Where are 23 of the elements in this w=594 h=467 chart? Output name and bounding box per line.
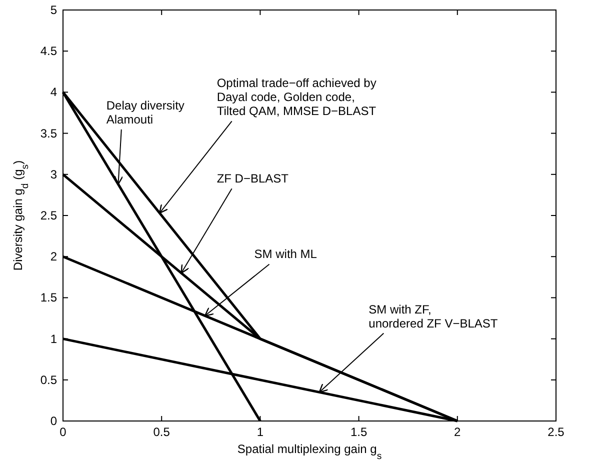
annotation: SM with ML xyxy=(254,247,318,262)
x-axis-title: Spatial multiplexing gain g$_{s}$ xyxy=(237,442,382,462)
annotation: Optimal trade−off achieved by Dayal code, Golden code, Tilted QAM, MMSE D−BLAST xyxy=(216,76,377,118)
x-tick-label: 0 xyxy=(60,425,67,439)
x-tick-label: 1.5 xyxy=(350,425,368,439)
y-tick-label: 4 xyxy=(50,85,58,100)
y-tick-label: 2 xyxy=(50,250,58,264)
y-tick-label: 3 xyxy=(50,167,58,182)
x-tick-label: 2.5 xyxy=(548,425,565,439)
y-tick-label: 0.5 xyxy=(40,372,58,387)
y-tick-label: 0 xyxy=(50,414,58,428)
x-tick-label: 2 xyxy=(454,425,462,439)
y-tick-label: 3.5 xyxy=(40,126,58,140)
x-tick-label: 1 xyxy=(256,425,264,439)
annotation: SM with ZF, unordered ZF V−BLAST xyxy=(368,302,498,330)
y-tick-label: 5 xyxy=(50,3,58,17)
annotation: Delay diversity Alamouti xyxy=(106,98,184,126)
annotation: ZF D−BLAST xyxy=(216,172,290,186)
y-tick-label: 1 xyxy=(50,332,58,346)
x-tick-label: 0.5 xyxy=(153,425,170,439)
y-tick-label: 1.5 xyxy=(40,290,58,305)
y-tick-label: 2.5 xyxy=(40,208,58,222)
y-tick-label: 4.5 xyxy=(40,44,58,58)
